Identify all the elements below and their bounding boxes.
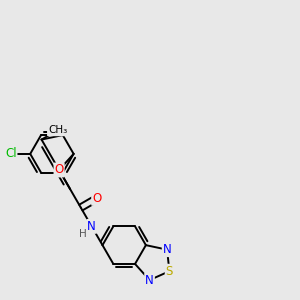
Text: N: N (145, 274, 154, 286)
Text: CH₃: CH₃ (48, 125, 67, 135)
Text: N: N (87, 220, 96, 233)
Text: Cl: Cl (5, 147, 16, 161)
Text: H: H (79, 229, 86, 239)
Text: O: O (92, 192, 101, 205)
Text: N: N (163, 243, 172, 256)
Text: S: S (166, 265, 173, 278)
Text: O: O (55, 164, 64, 176)
